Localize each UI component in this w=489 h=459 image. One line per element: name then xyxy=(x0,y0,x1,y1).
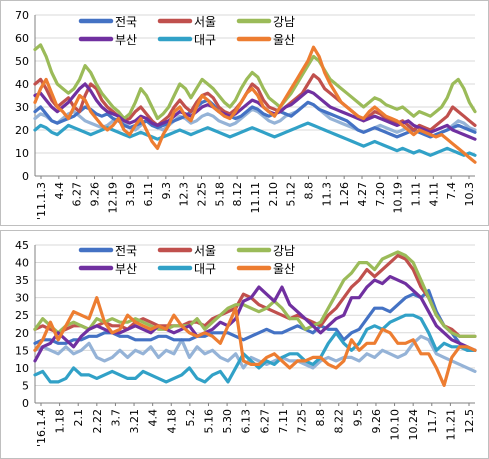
x-tick-label: 5.18 xyxy=(213,182,226,207)
series-line xyxy=(33,253,477,338)
legend-label: 대구 xyxy=(194,262,216,276)
x-tick-label: 5.12 xyxy=(285,182,298,207)
series-line xyxy=(33,274,477,363)
x-tick-label: 8.8 xyxy=(314,409,327,427)
x-tick-label: 10.24 xyxy=(407,409,420,441)
y-tick-label: 70 xyxy=(15,9,29,22)
legend-label: 서울 xyxy=(194,15,216,29)
series-line xyxy=(33,334,477,373)
series-line xyxy=(33,296,477,387)
x-tick-label: '11.1.3 xyxy=(35,182,48,220)
x-tick-label: 5.30 xyxy=(221,409,234,434)
x-tick-label: 2.10 xyxy=(267,182,280,207)
line-chart-bottom: 0 5 10 15 20 25 30 35 40 45 '16.1.4 1.18 2.1 2.22 3.7 3… xyxy=(15,239,477,447)
x-tick-label: 12.5 xyxy=(463,409,476,434)
x-tick-label: 1.11 xyxy=(410,182,423,207)
x-tick-label: 7.20 xyxy=(374,182,387,207)
chart-panel-bottom: 0 5 10 15 20 25 30 35 40 45 '16.1.4 1.18 2.1 2.22 3.7 3… xyxy=(0,230,489,459)
x-tick-label: 1.18 xyxy=(54,409,67,434)
x-tick-label: 9.26 xyxy=(370,409,383,434)
series-line xyxy=(33,73,477,132)
x-tick-label: 7.4 xyxy=(445,182,458,200)
legend-label: 부산 xyxy=(115,33,137,47)
x-tick-label: 6.27 xyxy=(71,182,84,207)
series-line xyxy=(33,98,477,139)
x-tick-label: 11.7 xyxy=(426,409,439,434)
x-tick-label: '16.1.4 xyxy=(35,409,48,447)
x-tick-label: 11.11 xyxy=(249,182,262,214)
series-line xyxy=(33,100,477,139)
y-tick-label: 10 xyxy=(15,362,29,375)
y-tick-label: 20 xyxy=(15,124,29,137)
y-tick-label: 25 xyxy=(15,309,29,322)
x-tick-label: 5.2 xyxy=(184,409,197,427)
x-tick-label: 11.3 xyxy=(320,182,333,207)
y-tick-label: 0 xyxy=(22,397,29,410)
x-tick-label: 9.5 xyxy=(351,409,364,427)
x-tick-label: 9.3 xyxy=(160,182,173,200)
y-tick-label: 30 xyxy=(15,101,29,114)
y-tick-label: 35 xyxy=(15,274,29,287)
legend-label: 강남 xyxy=(273,244,295,258)
x-tick-label: 4.4 xyxy=(53,182,66,200)
x-tick-label: 3.19 xyxy=(124,182,137,207)
y-tick-label: 60 xyxy=(15,32,29,45)
x-tick-label: 4.4 xyxy=(147,409,160,427)
x-tick-label: 6.13 xyxy=(240,409,253,434)
y-tick-label: 15 xyxy=(15,344,29,357)
y-tick-label: 40 xyxy=(15,257,29,270)
y-tick-label: 30 xyxy=(15,292,29,305)
legend-label: 대구 xyxy=(194,33,216,47)
legend-label: 부산 xyxy=(115,262,137,276)
y-tick-label: 0 xyxy=(22,170,29,183)
x-tick-label: 3.7 xyxy=(109,409,122,427)
legend-label: 전국 xyxy=(115,244,137,258)
legend-label: 서울 xyxy=(194,244,216,258)
x-tick-label: 1.26 xyxy=(338,182,351,207)
x-tick-label: 8.12 xyxy=(231,182,244,207)
x-tick-label: 4.11 xyxy=(427,182,440,207)
y-tick-label: 45 xyxy=(15,239,29,252)
chart-panel-top: 0 10 20 30 40 50 60 70 '11.1.3 4.4 6.27 9.26 12.19 3.… xyxy=(0,0,489,226)
x-tick-label: 2.25 xyxy=(196,182,209,207)
x-tick-label: 8.22 xyxy=(333,409,346,434)
series-line xyxy=(33,45,477,164)
y-tick-label: 20 xyxy=(15,327,29,340)
y-tick-label: 10 xyxy=(15,147,29,160)
y-tick-label: 50 xyxy=(15,55,29,68)
x-tick-label: 12.19 xyxy=(106,182,119,214)
x-tick-label: 10.3 xyxy=(463,182,476,207)
y-tick-label: 5 xyxy=(22,379,29,392)
x-tick-label: 7.11 xyxy=(277,409,290,434)
x-tick-label: 6.27 xyxy=(258,409,271,434)
legend-label: 울산 xyxy=(273,33,295,47)
series-line xyxy=(33,250,477,338)
x-tick-label: 5.16 xyxy=(202,409,215,434)
x-tick-label: 9.26 xyxy=(89,182,102,207)
x-tick-label: 6.11 xyxy=(142,182,155,207)
x-tick-label: 11.21 xyxy=(444,409,457,441)
y-tick-label: 40 xyxy=(15,78,29,91)
x-tick-label: 4.18 xyxy=(165,409,178,434)
x-tick-label: 12.3 xyxy=(178,182,191,207)
x-tick-label: 3.21 xyxy=(128,409,141,434)
x-tick-label: 8.8 xyxy=(303,182,316,200)
series-line xyxy=(33,43,477,121)
legend-label: 울산 xyxy=(273,262,295,276)
legend-label: 강남 xyxy=(273,15,295,29)
x-tick-label: 2.22 xyxy=(91,409,104,434)
x-tick-label: 7.25 xyxy=(296,409,309,434)
legend-label: 전국 xyxy=(115,15,137,29)
line-chart-top: 0 10 20 30 40 50 60 70 '11.1.3 4.4 6.27 9.26 12.19 3.… xyxy=(15,9,477,220)
x-tick-label: 10.10 xyxy=(389,409,402,441)
x-tick-label: 10.19 xyxy=(392,182,405,214)
x-tick-label: 2.1 xyxy=(72,409,85,427)
x-tick-label: 4.27 xyxy=(356,182,369,207)
